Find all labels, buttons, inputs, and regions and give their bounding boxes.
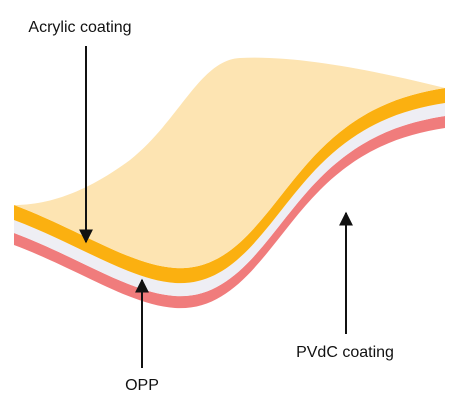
- pvdc-layer: [14, 116, 445, 309]
- acrylic-layer: [14, 88, 445, 284]
- label: OPP: [125, 377, 159, 394]
- top-surface: [14, 57, 445, 269]
- label: Acrylic coating: [28, 19, 131, 36]
- label: PVdC coating: [296, 344, 394, 361]
- opp-layer: [14, 103, 445, 297]
